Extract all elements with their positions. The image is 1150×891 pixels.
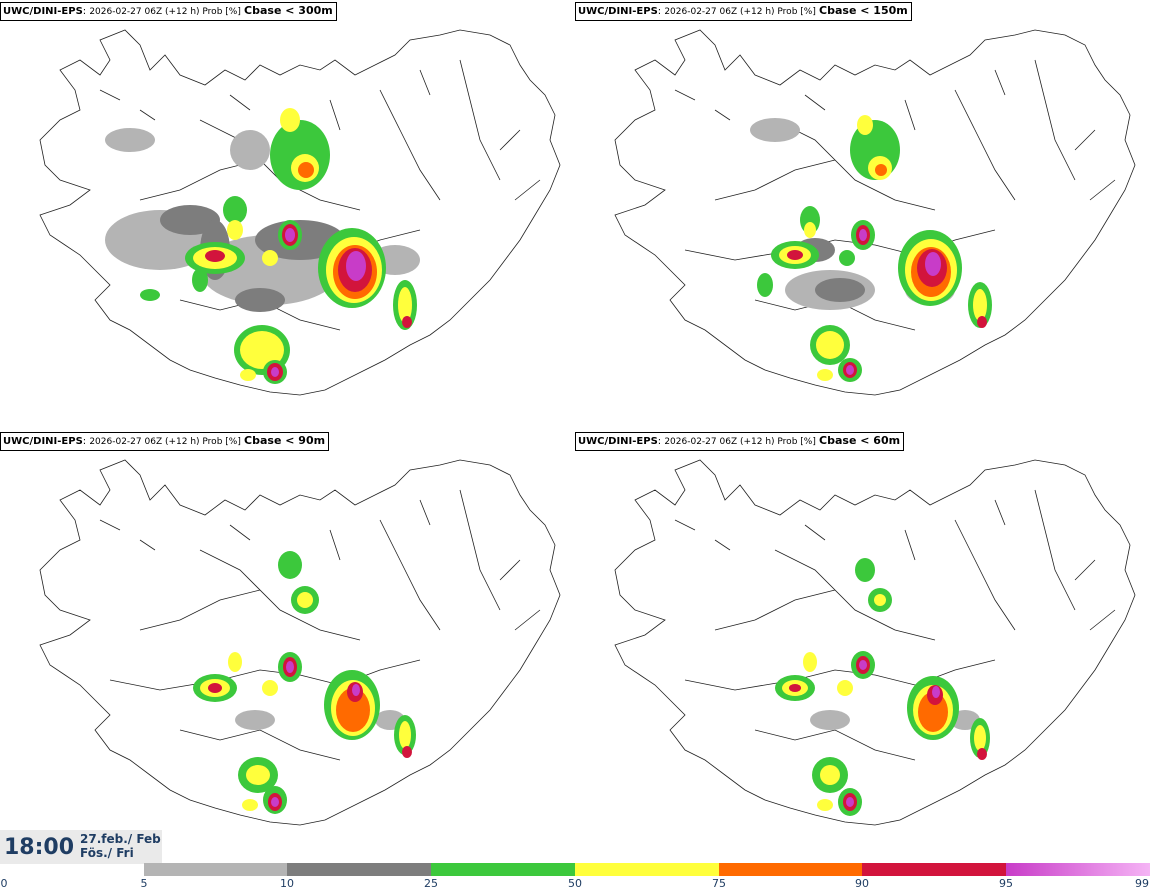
probability-field bbox=[775, 558, 990, 816]
valid-date-label: 27.feb./ Feb bbox=[80, 832, 161, 846]
panel-title: UWC/DINI-EPS: 2026-02-27 06Z (+12 h) Pro… bbox=[575, 2, 912, 21]
valid-day-label: Fös./ Fri bbox=[80, 846, 134, 860]
map-panel-cbase-150m: UWC/DINI-EPS: 2026-02-27 06Z (+12 h) Pro… bbox=[575, 0, 1150, 430]
model-name: UWC/DINI-EPS bbox=[578, 6, 658, 17]
colorbar-segment-95-99 bbox=[1006, 863, 1150, 876]
valid-time: 18:00 bbox=[4, 835, 75, 860]
valid-date: 27.feb./ Feb Fös./ Fri bbox=[80, 832, 161, 860]
colorbar-tick: 90 bbox=[855, 877, 869, 890]
iceland-map bbox=[39, 29, 561, 396]
colorbar-tick: 50 bbox=[568, 877, 582, 890]
model-name: UWC/DINI-EPS bbox=[3, 436, 83, 447]
colorbar-tick: 99 bbox=[1135, 877, 1149, 890]
probability-field bbox=[193, 551, 416, 814]
panel-title: UWC/DINI-EPS: 2026-02-27 06Z (+12 h) Pro… bbox=[0, 432, 330, 451]
colorbar-tick: 10 bbox=[280, 877, 294, 890]
panel-title: UWC/DINI-EPS: 2026-02-27 06Z (+12 h) Pro… bbox=[575, 432, 905, 451]
iceland-map bbox=[39, 459, 561, 826]
run-info: 2026-02-27 06Z (+12 h) Prob [%] bbox=[89, 7, 241, 17]
variable-label: Cbase < 90m bbox=[244, 434, 326, 447]
run-info: 2026-02-27 06Z (+12 h) Prob [%] bbox=[664, 437, 816, 447]
run-info: 2026-02-27 06Z (+12 h) Prob [%] bbox=[664, 7, 816, 17]
map-panel-cbase-300m: UWC/DINI-EPS: 2026-02-27 06Z (+12 h) Pro… bbox=[0, 0, 575, 430]
valid-time-box: 18:00 27.feb./ Feb Fös./ Fri bbox=[0, 830, 162, 864]
colorbar-segment-50-75 bbox=[575, 863, 719, 876]
probability-field bbox=[750, 115, 992, 382]
map-panel-cbase-90m: UWC/DINI-EPS: 2026-02-27 06Z (+12 h) Pro… bbox=[0, 430, 575, 860]
model-name: UWC/DINI-EPS bbox=[3, 6, 83, 17]
variable-label: Cbase < 150m bbox=[819, 4, 908, 17]
colorbar-tick: 75 bbox=[712, 877, 726, 890]
colorbar-tick: 25 bbox=[424, 877, 438, 890]
map-panel-cbase-60m: UWC/DINI-EPS: 2026-02-27 06Z (+12 h) Pro… bbox=[575, 430, 1150, 860]
colorbar-tick: 95 bbox=[999, 877, 1013, 890]
run-info: 2026-02-27 06Z (+12 h) Prob [%] bbox=[89, 437, 241, 447]
variable-label: Cbase < 300m bbox=[244, 4, 333, 17]
panel-title: UWC/DINI-EPS: 2026-02-27 06Z (+12 h) Pro… bbox=[0, 2, 337, 21]
colorbar-tick: 0 bbox=[0, 877, 8, 890]
colorbar-segment-5-10 bbox=[144, 863, 287, 876]
colorbar-segment-10-25 bbox=[287, 863, 431, 876]
colorbar-segment-75-90 bbox=[719, 863, 862, 876]
model-name: UWC/DINI-EPS bbox=[578, 436, 658, 447]
iceland-map bbox=[614, 459, 1136, 826]
colorbar-tick: 5 bbox=[140, 877, 148, 890]
variable-label: Cbase < 60m bbox=[819, 434, 901, 447]
colorbar-segment-90-95 bbox=[862, 863, 1006, 876]
probability-field bbox=[105, 108, 420, 384]
iceland-map bbox=[614, 29, 1136, 396]
colorbar-segment-25-50 bbox=[431, 863, 575, 876]
